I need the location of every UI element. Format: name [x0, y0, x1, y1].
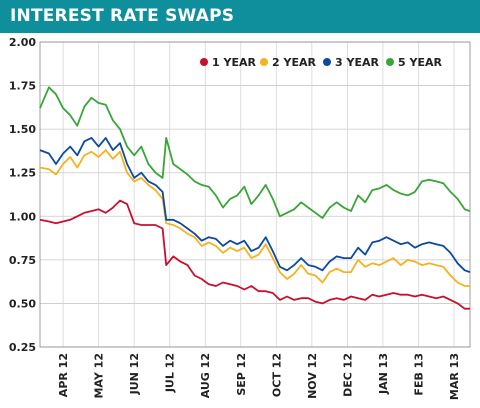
- series-line-5-year: [39, 86, 471, 219]
- y-tick-label: 0.50: [9, 297, 36, 310]
- plot-area: [40, 42, 470, 347]
- y-tick-label: 1.00: [9, 210, 36, 223]
- legend-label: 3 YEAR: [335, 56, 379, 69]
- y-tick-label: 2.00: [9, 36, 36, 49]
- x-tick-label: NOV 12: [306, 353, 319, 399]
- x-tick-label: FEB 13: [412, 353, 425, 396]
- legend-label: 5 YEAR: [398, 56, 442, 69]
- x-tick-label: JUN 12: [128, 353, 141, 395]
- title-bar: INTEREST RATE SWAPS: [0, 0, 480, 33]
- series-line-1-year: [39, 199, 470, 310]
- x-tick-label: MAY 12: [93, 353, 106, 399]
- legend-marker: [200, 58, 208, 66]
- x-tick-label: JUL 12: [164, 353, 177, 393]
- y-tick-label: 0.25: [9, 341, 36, 354]
- y-tick-label: 0.75: [9, 254, 36, 267]
- y-tick-label: 1.75: [9, 80, 36, 93]
- x-tick-label: SEP 12: [235, 353, 248, 396]
- x-tick-label: OCT 12: [270, 353, 283, 397]
- legend-marker: [260, 58, 268, 66]
- series-line-3-year: [39, 137, 471, 273]
- legend-marker: [386, 58, 394, 66]
- x-tick-label: APR 12: [57, 353, 70, 397]
- y-tick-label: 1.50: [9, 123, 36, 136]
- x-tick-label: DEC 12: [341, 353, 354, 397]
- plot-border: [39, 41, 471, 348]
- legend-label: 1 YEAR: [212, 56, 256, 69]
- chart-title: INTEREST RATE SWAPS: [10, 6, 235, 26]
- legend-label: 2 YEAR: [272, 56, 316, 69]
- legend-marker: [323, 58, 331, 66]
- x-tick-label: AUG 12: [199, 353, 212, 398]
- chart: 2.00 1.75 1.50 1.25 1.00 0.75 0.50 0.25 APR 12 MA…: [9, 36, 471, 400]
- series-line-2-year: [39, 149, 470, 287]
- y-tick-label: 1.25: [9, 167, 36, 180]
- x-tick-label: MAR 13: [448, 353, 461, 400]
- x-tick-label: JAN 13: [377, 353, 390, 395]
